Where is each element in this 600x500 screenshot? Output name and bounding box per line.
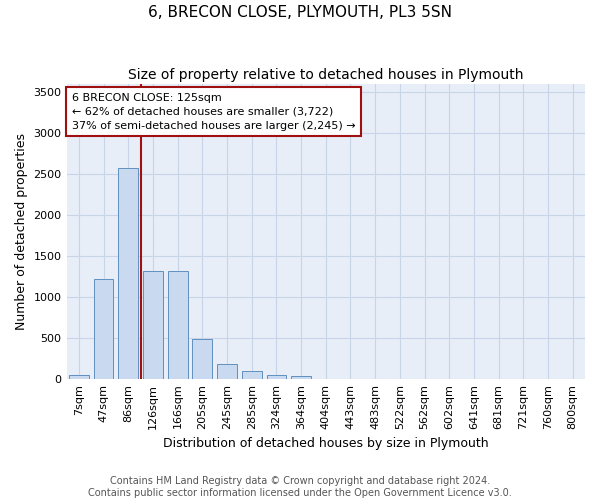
Bar xyxy=(193,338,212,379)
Bar xyxy=(118,168,138,379)
Bar xyxy=(143,270,163,379)
Y-axis label: Number of detached properties: Number of detached properties xyxy=(15,133,28,330)
Bar xyxy=(94,279,113,379)
Title: Size of property relative to detached houses in Plymouth: Size of property relative to detached ho… xyxy=(128,68,524,82)
X-axis label: Distribution of detached houses by size in Plymouth: Distribution of detached houses by size … xyxy=(163,437,488,450)
Bar xyxy=(69,374,89,379)
Bar xyxy=(242,370,262,379)
Bar xyxy=(291,376,311,379)
Text: 6, BRECON CLOSE, PLYMOUTH, PL3 5SN: 6, BRECON CLOSE, PLYMOUTH, PL3 5SN xyxy=(148,5,452,20)
Bar xyxy=(168,270,188,379)
Bar xyxy=(217,364,237,379)
Bar xyxy=(266,374,286,379)
Text: 6 BRECON CLOSE: 125sqm
← 62% of detached houses are smaller (3,722)
37% of semi-: 6 BRECON CLOSE: 125sqm ← 62% of detached… xyxy=(72,93,355,131)
Text: Contains HM Land Registry data © Crown copyright and database right 2024.
Contai: Contains HM Land Registry data © Crown c… xyxy=(88,476,512,498)
